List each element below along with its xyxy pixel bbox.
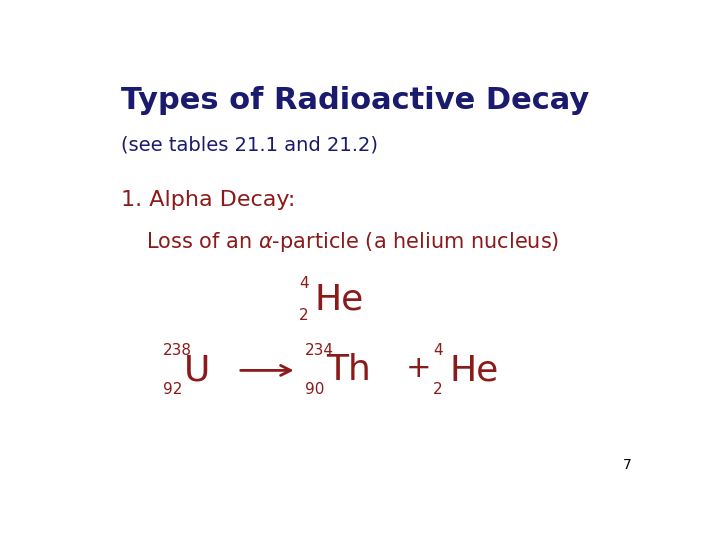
Text: 238: 238 bbox=[163, 343, 192, 358]
Text: 4: 4 bbox=[300, 276, 309, 292]
Text: U: U bbox=[184, 353, 210, 387]
Text: +: + bbox=[405, 354, 431, 383]
Text: (see tables 21.1 and 21.2): (see tables 21.1 and 21.2) bbox=[121, 136, 378, 154]
Text: He: He bbox=[450, 353, 499, 387]
Text: 90: 90 bbox=[305, 382, 324, 396]
Text: 4: 4 bbox=[433, 343, 443, 358]
Text: Th: Th bbox=[326, 353, 371, 387]
Text: He: He bbox=[315, 283, 364, 317]
Text: 7: 7 bbox=[623, 458, 631, 472]
Text: Loss of an $\alpha$-particle (a helium nucleus): Loss of an $\alpha$-particle (a helium n… bbox=[145, 230, 559, 253]
Text: 1. Alpha Decay:: 1. Alpha Decay: bbox=[121, 190, 295, 210]
Text: 234: 234 bbox=[305, 343, 334, 358]
Text: 2: 2 bbox=[433, 382, 443, 396]
Text: 2: 2 bbox=[300, 308, 309, 323]
Text: 92: 92 bbox=[163, 382, 182, 396]
Text: Types of Radioactive Decay: Types of Radioactive Decay bbox=[121, 85, 589, 114]
